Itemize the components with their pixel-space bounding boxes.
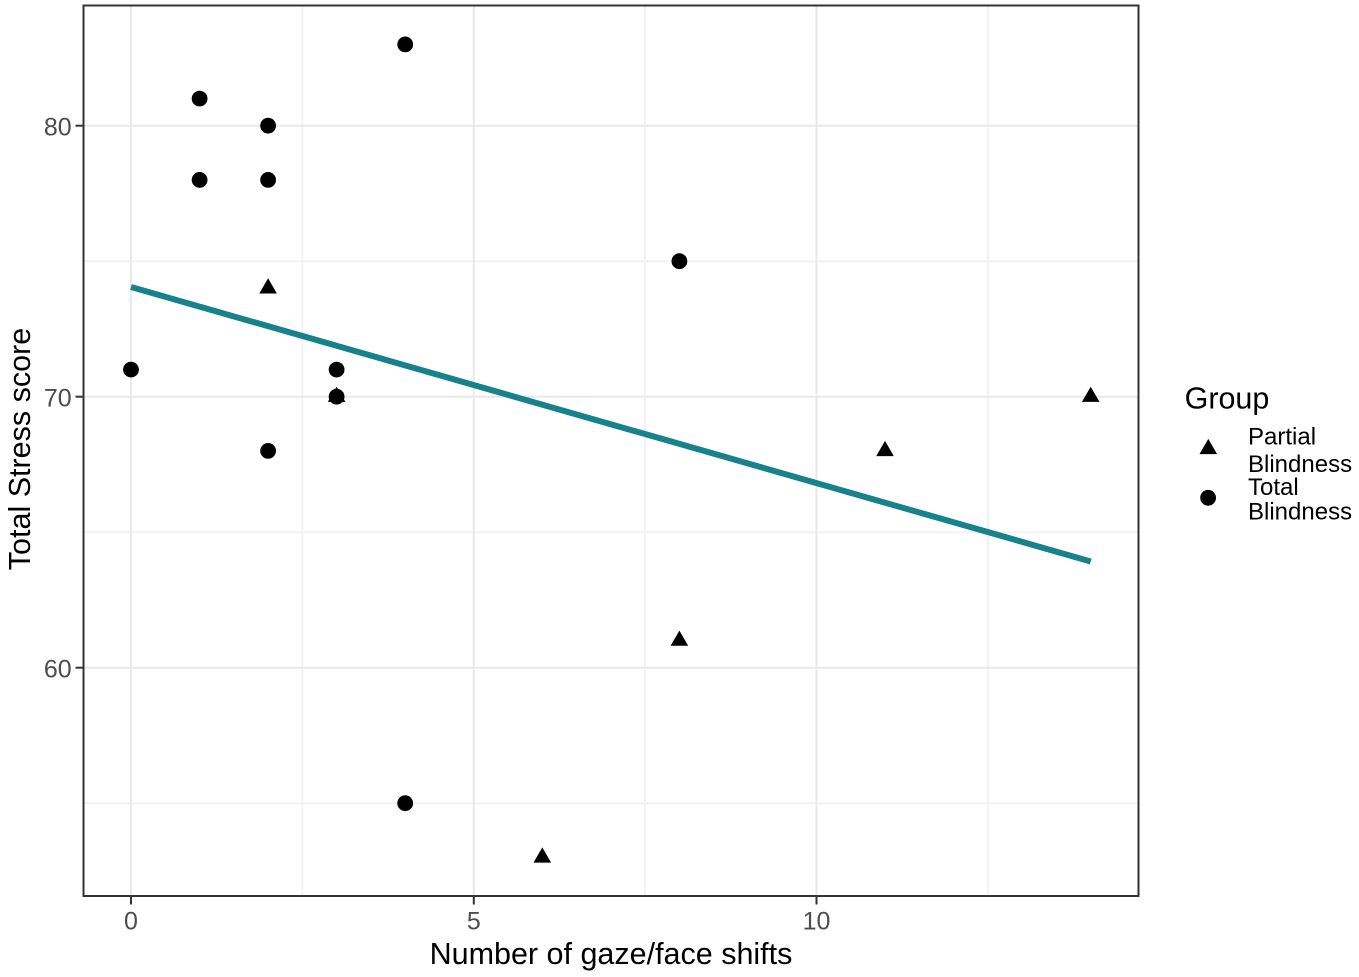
svg-text:10: 10 (803, 908, 831, 936)
svg-text:60: 60 (44, 656, 72, 684)
svg-text:80: 80 (44, 114, 72, 142)
svg-text:70: 70 (44, 385, 72, 413)
svg-text:5: 5 (467, 908, 481, 936)
svg-text:Blindness: Blindness (1248, 451, 1352, 478)
svg-text:Total Stress score: Total Stress score (3, 328, 37, 570)
svg-text:Total: Total (1248, 474, 1299, 501)
svg-text:Blindness: Blindness (1248, 499, 1352, 526)
svg-text:0: 0 (124, 908, 138, 936)
svg-text:Group: Group (1185, 381, 1270, 415)
svg-text:Number of gaze/face shifts: Number of gaze/face shifts (430, 937, 793, 971)
svg-text:Partial: Partial (1248, 424, 1316, 451)
